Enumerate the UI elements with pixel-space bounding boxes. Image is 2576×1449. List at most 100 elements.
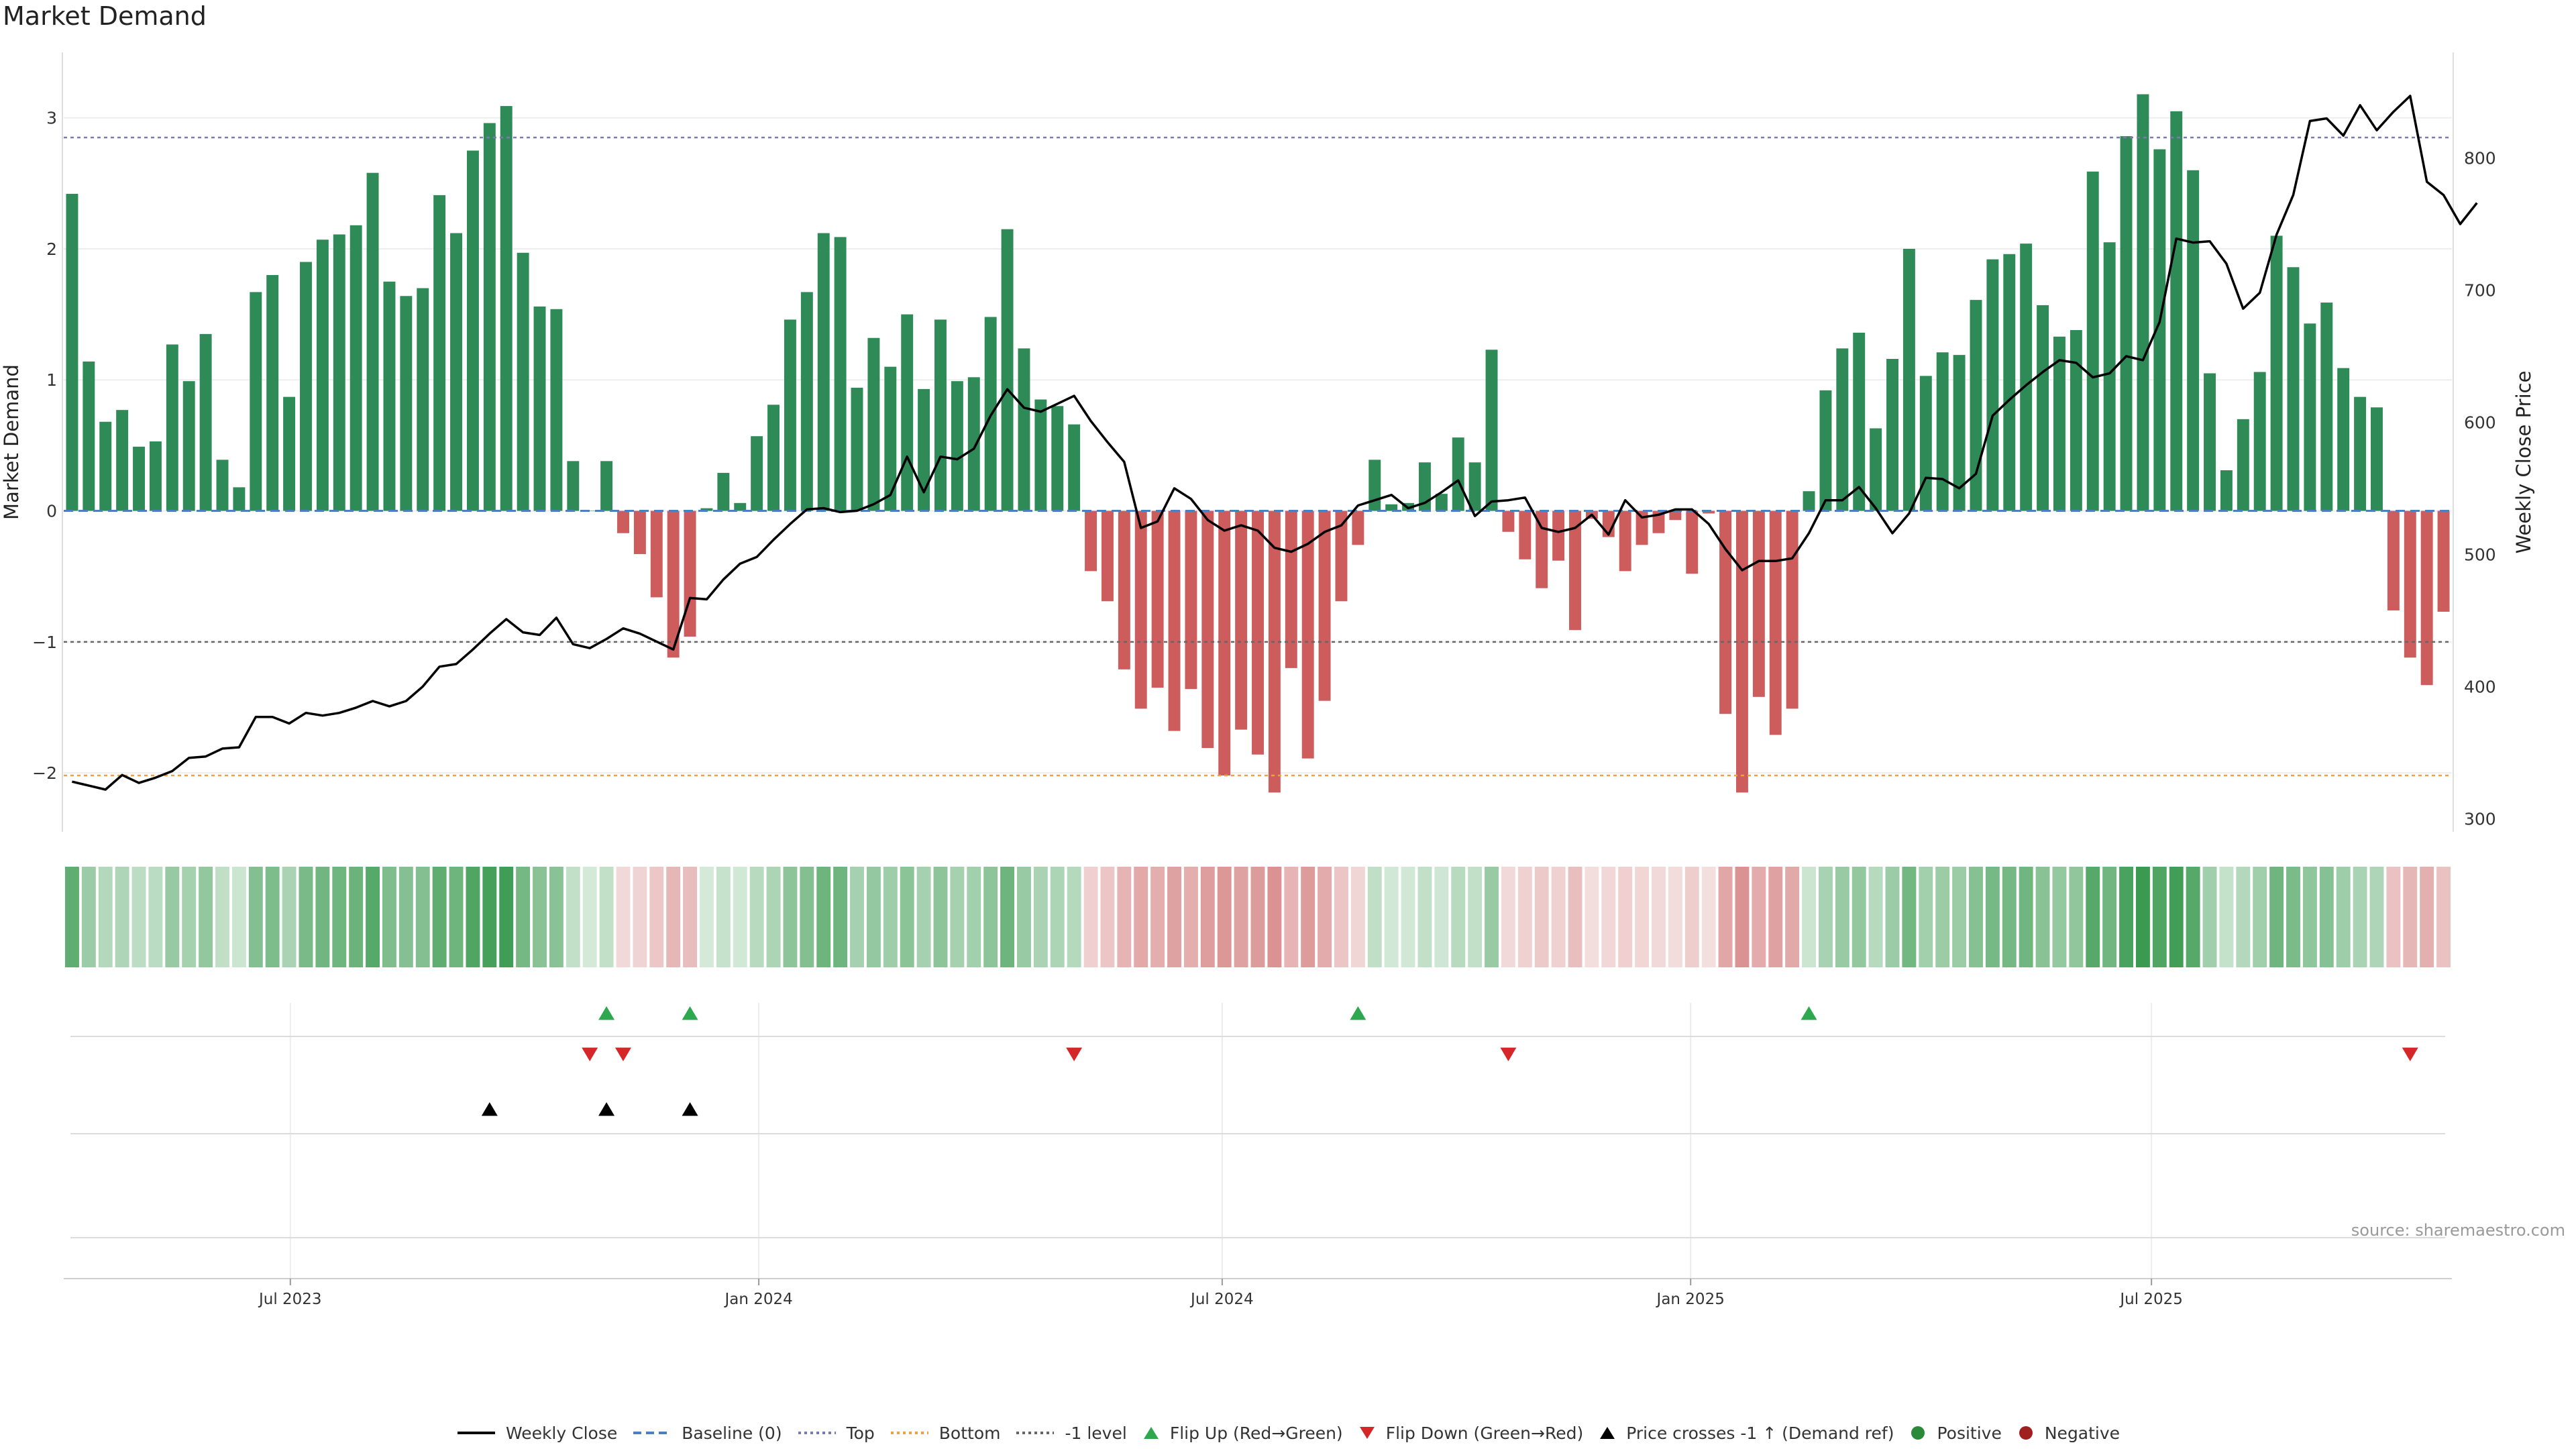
- demand-bar: [884, 366, 897, 511]
- demand-bar: [1870, 428, 1882, 511]
- heatmap-cell: [1083, 867, 1098, 967]
- heatmap-cell: [1969, 867, 1983, 967]
- heatmap-cell: [1851, 867, 1866, 967]
- demand-bar: [1853, 332, 1866, 511]
- demand-bar: [400, 296, 413, 511]
- demand-bar: [1068, 424, 1081, 511]
- demand-bar: [233, 487, 246, 511]
- demand-bar: [1185, 511, 1197, 690]
- y-tick-label-left: −1: [32, 633, 57, 652]
- demand-bar: [2137, 94, 2149, 511]
- heatmap-cell: [2069, 867, 2084, 967]
- demand-bar: [667, 511, 680, 658]
- x-tick-label: Jan 2024: [723, 1291, 792, 1308]
- demand-bar: [1552, 511, 1565, 561]
- demand-bar: [366, 172, 379, 511]
- legend-label: Bottom: [938, 1423, 1001, 1443]
- demand-bar: [650, 511, 663, 598]
- heatmap-cell: [1985, 867, 2000, 967]
- demand-bar: [417, 288, 429, 511]
- heatmap-cell: [967, 867, 981, 967]
- demand-bar: [1803, 491, 1815, 511]
- demand-bar: [2153, 149, 2166, 511]
- demand-bar: [1034, 399, 1047, 511]
- demand-bar: [918, 388, 930, 511]
- demand-bar: [300, 262, 312, 511]
- legend-swatch: [457, 1432, 495, 1434]
- demand-bar: [550, 309, 563, 511]
- heatmap-cell: [616, 867, 631, 967]
- heatmap-cell: [983, 867, 998, 967]
- legend-label: Flip Down (Green→Red): [1385, 1423, 1584, 1443]
- demand-bar: [1919, 376, 1932, 511]
- heatmap-cell: [2386, 867, 2401, 967]
- legend-label: Baseline (0): [682, 1423, 782, 1443]
- demand-bar: [1151, 511, 1164, 688]
- heatmap-cell: [533, 867, 547, 967]
- legend-swatch: [798, 1432, 836, 1434]
- legend-swatch: [1600, 1427, 1615, 1439]
- heatmap-cell: [199, 867, 213, 967]
- demand-bar: [1235, 511, 1248, 730]
- demand-bar: [1669, 511, 1682, 521]
- demand-bar: [2387, 511, 2400, 610]
- y-tick-label-right: 500: [2464, 545, 2496, 564]
- heatmap-cell: [148, 867, 163, 967]
- heatmap-cell: [1050, 867, 1065, 967]
- price-cross-marker: [598, 1102, 615, 1116]
- demand-bar: [567, 461, 580, 511]
- heatmap-cell: [2169, 867, 2184, 967]
- heatmap-cell: [1517, 867, 1532, 967]
- demand-bar: [1452, 437, 1464, 511]
- demand-bar: [1435, 494, 1448, 511]
- heatmap-cell: [1701, 867, 1716, 967]
- heatmap-cell: [2186, 867, 2200, 967]
- heatmap-cell: [482, 867, 497, 967]
- demand-bar: [2220, 470, 2233, 511]
- demand-bar: [350, 225, 362, 511]
- demand-bar: [533, 306, 546, 511]
- demand-bar: [1468, 462, 1481, 511]
- demand-bar: [1752, 511, 1765, 697]
- demand-bar: [1953, 355, 1966, 511]
- flip-down-marker: [582, 1047, 598, 1061]
- y-axis-label-left: Market Demand: [0, 364, 23, 520]
- heatmap-cell: [299, 867, 313, 967]
- flip-up-marker: [1350, 1006, 1366, 1020]
- heatmap-cell: [2286, 867, 2300, 967]
- demand-bar: [2270, 235, 2283, 511]
- legend-item: Weekly Close: [456, 1424, 617, 1443]
- demand-bar: [1986, 259, 1999, 511]
- demand-bar: [166, 344, 178, 511]
- heatmap-cell: [1067, 867, 1081, 967]
- demand-bar: [250, 292, 262, 511]
- demand-bar: [1502, 511, 1515, 532]
- y-tick-label-right: 300: [2464, 809, 2496, 828]
- demand-bar: [2420, 511, 2433, 686]
- heatmap-cell: [1785, 867, 1800, 967]
- demand-bar: [182, 381, 195, 511]
- heatmap-cell: [332, 867, 347, 967]
- legend-item: Negative: [2017, 1424, 2120, 1443]
- legend-item: Bottom: [890, 1423, 1001, 1443]
- heatmap-cell: [1033, 867, 1048, 967]
- heatmap-cell: [98, 867, 113, 967]
- demand-bar: [1335, 511, 1348, 602]
- heatmap-cell: [866, 867, 881, 967]
- demand-bar: [2354, 396, 2367, 511]
- demand-bar: [2086, 171, 2099, 511]
- demand-bar: [466, 150, 479, 511]
- heatmap-cell: [1350, 867, 1365, 967]
- heatmap-cell: [1134, 867, 1148, 967]
- legend-swatch: [2019, 1426, 2033, 1440]
- legend-label: -1 level: [1065, 1423, 1127, 1443]
- demand-bar: [1168, 511, 1181, 731]
- heatmap-cell: [1267, 867, 1282, 967]
- heatmap-cell: [566, 867, 580, 967]
- legend-item: Flip Up (Red→Green): [1142, 1424, 1343, 1443]
- demand-bar: [2337, 368, 2350, 511]
- heatmap-cell: [366, 867, 380, 967]
- demand-bar: [2003, 254, 2016, 511]
- y-tick-label-left: 3: [46, 109, 57, 128]
- demand-bar: [2204, 373, 2216, 511]
